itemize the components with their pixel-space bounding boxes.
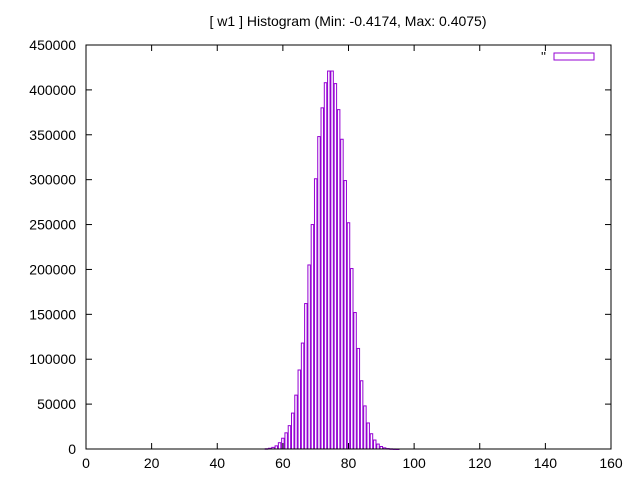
- y-tick-label: 200000: [29, 261, 76, 277]
- histogram-bar: [304, 303, 308, 450]
- y-tick-label: 250000: [29, 217, 76, 233]
- histogram-bar: [336, 109, 341, 450]
- chart-title: [ w1 ] Histogram (Min: -0.4174, Max: 0.4…: [210, 13, 487, 29]
- histogram-bar: [333, 83, 338, 450]
- histogram-bar: [376, 443, 380, 450]
- y-tick-label: 400000: [29, 82, 76, 98]
- histogram-bar: [366, 422, 370, 450]
- y-tick-label: 450000: [29, 37, 76, 53]
- histogram-bar: [313, 178, 318, 450]
- bar-series: [264, 70, 400, 450]
- x-tick-label: 20: [144, 455, 160, 471]
- x-tick-label: 120: [468, 455, 492, 471]
- y-axis: 0 50000 100000 150000 200000 250000 300000 3500…: [29, 37, 611, 457]
- legend-label: '': [541, 49, 546, 64]
- histogram-bar: [356, 347, 361, 450]
- legend-swatch: [553, 52, 595, 61]
- histogram-bar: [323, 82, 328, 450]
- legend: '': [541, 49, 595, 64]
- histogram-bar: [284, 432, 288, 450]
- histogram-bar: [317, 136, 321, 450]
- histogram-bar: [363, 405, 367, 450]
- y-tick-label: 300000: [29, 172, 76, 188]
- histogram-bar: [346, 222, 351, 450]
- y-tick-label: 50000: [37, 396, 76, 412]
- y-tick-label: 350000: [29, 127, 76, 143]
- histogram-bar: [359, 380, 364, 450]
- histogram-bar: [330, 70, 334, 450]
- x-tick-label: 60: [275, 455, 291, 471]
- histogram-bar: [310, 224, 315, 450]
- histogram-bar: [350, 268, 354, 450]
- histogram-bar: [327, 70, 331, 450]
- histogram-bar: [287, 425, 292, 450]
- x-tick-label: 160: [599, 455, 623, 471]
- histogram-bar: [300, 342, 305, 450]
- histogram-bar: [373, 439, 377, 450]
- histogram-bar: [353, 312, 357, 450]
- histogram-bar: [290, 412, 295, 450]
- x-tick-label: 0: [82, 455, 90, 471]
- y-tick-label: 150000: [29, 306, 76, 322]
- y-tick-label: 0: [68, 441, 76, 457]
- histogram-bar: [307, 264, 311, 450]
- histogram-bar: [369, 433, 374, 450]
- x-axis: 0 20 40 60 80 100 120 140 160: [82, 45, 623, 471]
- histogram-bar: [294, 394, 298, 450]
- histogram-bar: [277, 442, 282, 450]
- histogram-bar: [297, 369, 302, 450]
- y-tick-label: 100000: [29, 351, 76, 367]
- histogram-bar: [340, 138, 344, 450]
- x-tick-label: 100: [402, 455, 426, 471]
- x-tick-label: 140: [534, 455, 558, 471]
- histogram-bar: [320, 107, 324, 450]
- histogram-bar: [343, 180, 347, 450]
- plot-frame: [85, 44, 612, 450]
- x-tick-label: 40: [209, 455, 225, 471]
- x-tick-label: 80: [341, 455, 357, 471]
